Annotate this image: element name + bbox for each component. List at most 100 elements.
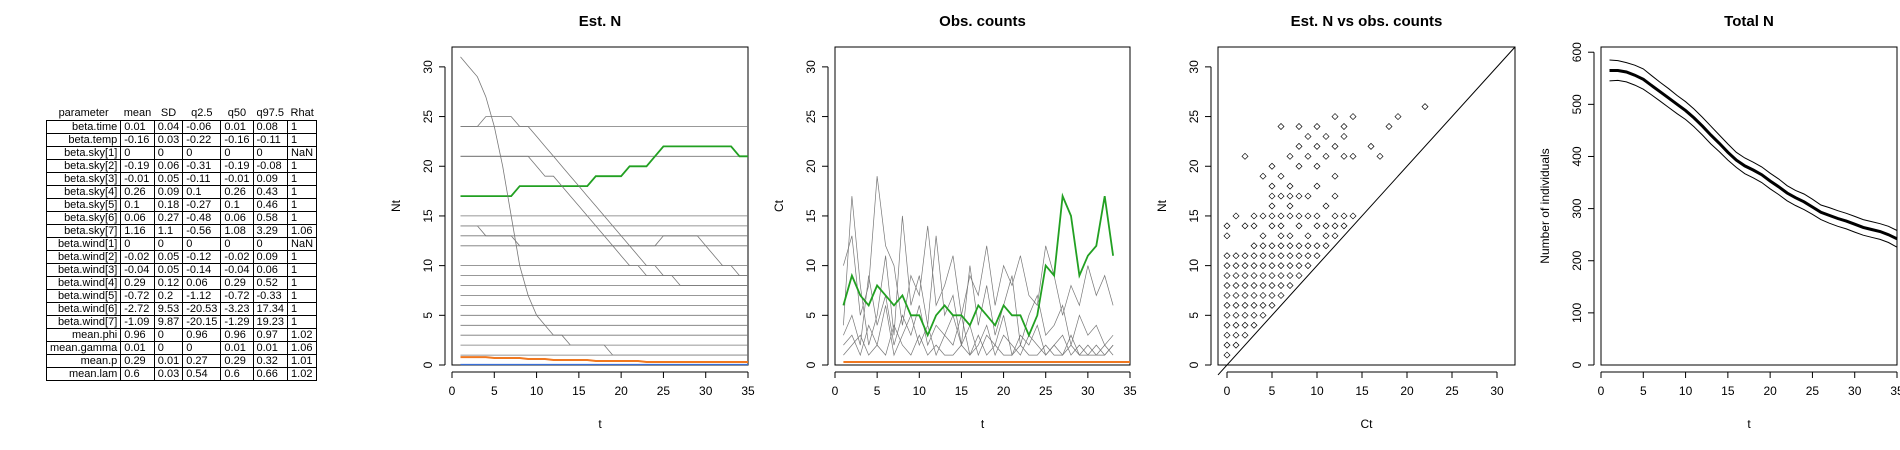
- scatter-point: [1277, 222, 1285, 230]
- scatter-point: [1277, 123, 1285, 130]
- scatter-point: [1295, 212, 1303, 220]
- scatter-point: [1259, 212, 1267, 220]
- x-tick-label: 10: [1310, 384, 1324, 398]
- parameter-name-cell: mean.lam: [45, 367, 122, 381]
- scatter-point: [1250, 282, 1258, 289]
- scatter-point: [1250, 301, 1258, 309]
- scatter-point: [1277, 192, 1285, 200]
- value-cell: -0.01: [220, 172, 254, 186]
- scatter-point: [1313, 123, 1321, 130]
- table-row: beta.wind[6] -2.72 9.53 -20.53 -3.23 17.34 1: [45, 302, 318, 316]
- scatter-point: [1268, 272, 1276, 280]
- scatter-point: [1331, 113, 1339, 121]
- y-tick-label: 25: [804, 110, 818, 124]
- value-cell: 0.05: [153, 263, 184, 277]
- scatter-point: [1259, 272, 1267, 280]
- column-header: q2.5: [191, 107, 213, 119]
- chart-panel-2: Obs. counts t Ct 0 5 10 15 20 25 30 35 0 5 10 15 20 25 30: [772, 13, 1137, 431]
- scatter-point: [1241, 282, 1249, 289]
- x-tick-label: 30: [1848, 384, 1862, 398]
- scatter-point: [1250, 262, 1258, 270]
- site-trajectory-line: [460, 56, 748, 356]
- scatter-point: [1250, 272, 1258, 280]
- scatter-point: [1277, 232, 1285, 240]
- scatter-point: [1286, 272, 1294, 280]
- scatter-point: [1232, 331, 1240, 339]
- x-tick-label: 10: [913, 384, 927, 398]
- value-cell: -0.02: [120, 250, 155, 264]
- value-cell: -0.08: [252, 159, 289, 173]
- site-trajectory-line: [460, 155, 748, 277]
- x-tick-label: 20: [997, 384, 1011, 398]
- x-tick-label: 0: [1598, 384, 1605, 398]
- scatter-point: [1232, 262, 1240, 270]
- table-row: mean.gamma 0.01 0 0 0.01 0.01 1.06: [45, 341, 318, 355]
- scatter-point: [1331, 232, 1339, 240]
- table-row: beta.wind[5] -0.72 0.2 -1.12 -0.72 -0.33 1: [45, 289, 318, 303]
- x-tick-label: 15: [572, 384, 586, 398]
- scatter-point: [1304, 262, 1312, 270]
- table-row: beta.sky[1] 0 0 0 0 0 NaN: [45, 146, 318, 160]
- parameter-name-cell: mean.phi: [45, 328, 122, 342]
- value-cell: -0.19: [120, 159, 155, 173]
- value-cell: 0.08: [252, 120, 289, 134]
- scatter-point: [1340, 152, 1348, 160]
- scatter-point: [1385, 123, 1393, 130]
- plot-frame: [1217, 46, 1516, 366]
- scatter-point: [1268, 202, 1276, 210]
- y-tick-label: 400: [1570, 146, 1584, 166]
- lower-line: [1609, 79, 1898, 248]
- x-tick-label: 25: [1039, 384, 1053, 398]
- value-cell: 1.02: [287, 328, 318, 342]
- y-tick-label: 300: [1570, 198, 1584, 218]
- parameter-name-cell: beta.sky[6]: [45, 211, 122, 225]
- scatter-point: [1268, 182, 1276, 190]
- y-tick-label: 30: [421, 60, 435, 74]
- scatter-point: [1223, 311, 1231, 319]
- value-cell: 0.06: [220, 211, 254, 225]
- plot-frame: [1600, 46, 1898, 366]
- x-tick-label: 15: [1721, 384, 1735, 398]
- scatter-point: [1223, 301, 1231, 309]
- scatter-point: [1295, 272, 1303, 280]
- scatter-point: [1259, 282, 1267, 289]
- table-row: beta.sky[2] -0.19 0.06 -0.31 -0.19 -0.08 1: [45, 159, 318, 173]
- x-axis-label: t: [598, 417, 602, 431]
- scatter-point: [1421, 103, 1429, 111]
- scatter-point: [1259, 262, 1267, 270]
- scatter-point: [1232, 272, 1240, 280]
- scatter-point: [1277, 272, 1285, 280]
- value-cell: 0.03: [153, 367, 184, 381]
- scatter-point: [1277, 212, 1285, 220]
- x-tick-label: 10: [530, 384, 544, 398]
- scatter-point: [1295, 222, 1303, 230]
- table-row: beta.sky[6] 0.06 0.27 -0.48 0.06 0.58 1: [45, 211, 318, 225]
- scatter-point: [1295, 142, 1303, 150]
- scatter-point: [1322, 132, 1330, 140]
- y-tick-label: 30: [804, 60, 818, 74]
- value-cell: 0.01: [220, 341, 254, 355]
- y-axis-label: Nt: [389, 199, 403, 212]
- parameter-name-cell: beta.wind[7]: [45, 315, 122, 329]
- scatter-point: [1268, 262, 1276, 270]
- y-tick-label: 600: [1570, 42, 1584, 62]
- value-cell: 0.29: [220, 276, 254, 290]
- scatter-point: [1259, 311, 1267, 319]
- value-cell: -0.16: [220, 133, 254, 147]
- scatter-point: [1268, 222, 1276, 230]
- scatter-point: [1304, 212, 1312, 220]
- scatter-point: [1259, 172, 1267, 180]
- scatter-point: [1304, 132, 1312, 140]
- value-cell: 0.06: [120, 211, 155, 225]
- parameter-summary-table: parameter mean SD q2.5 q50 q97.5 Rhat beta.tim…: [45, 106, 318, 381]
- scatter-point: [1223, 232, 1231, 240]
- scatter-point: [1277, 262, 1285, 270]
- value-cell: 1.01: [287, 354, 318, 368]
- scatter-point: [1268, 252, 1276, 260]
- scatter-point: [1259, 242, 1267, 250]
- column-header: q97.5: [256, 107, 285, 119]
- parameter-name-cell: mean.gamma: [45, 341, 122, 355]
- x-tick-label: 0: [449, 384, 456, 398]
- y-tick-label: 5: [421, 312, 435, 319]
- x-tick-label: 15: [1355, 384, 1369, 398]
